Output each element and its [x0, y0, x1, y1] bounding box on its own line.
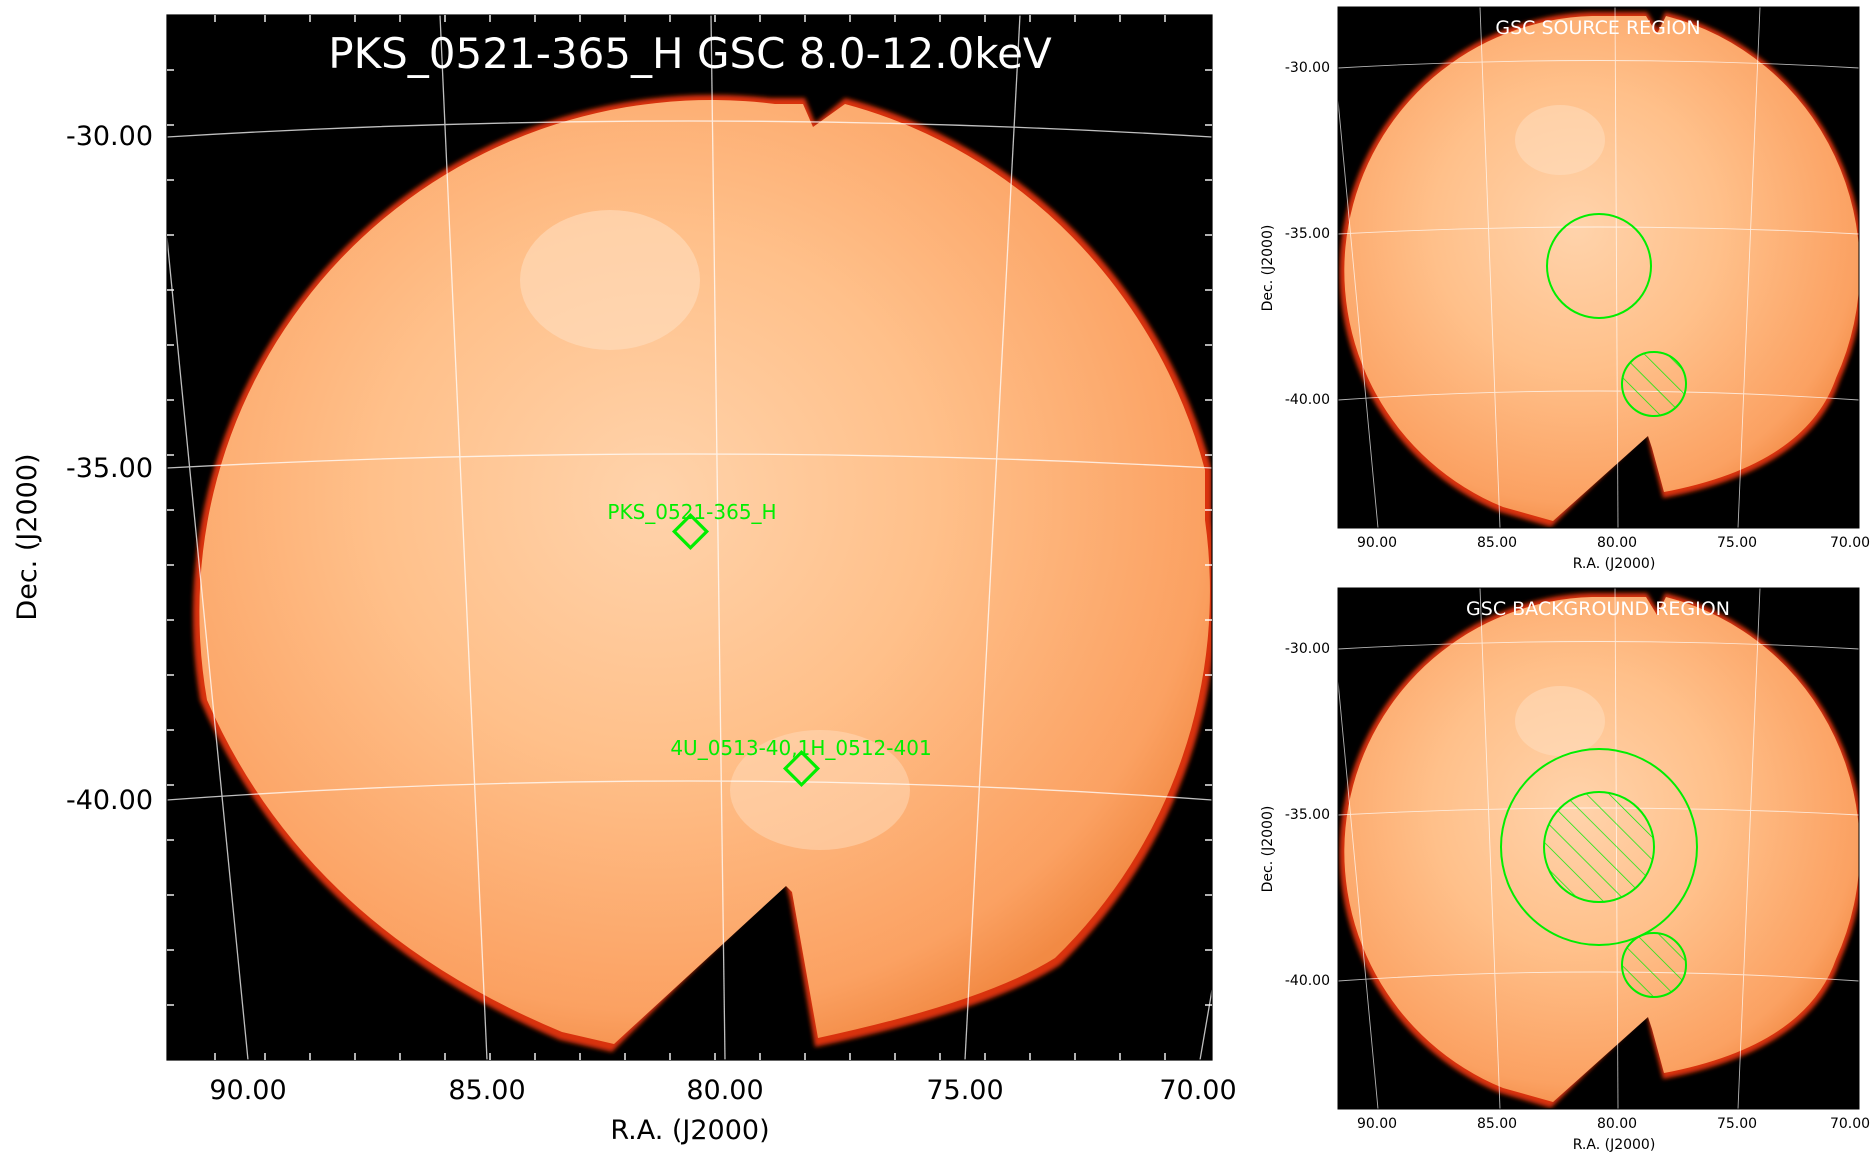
source-panel-y-tick: -35.00: [1285, 226, 1330, 242]
source-panel-frame: [1337, 6, 1860, 529]
background-excluded-4u-hatched: [1621, 932, 1687, 998]
background-panel-y-axis-label: Dec. (J2000): [1260, 806, 1276, 893]
main-x-tick: 75.00: [926, 1075, 1003, 1106]
excluded-source-hatched-circle: [1621, 351, 1687, 417]
background-panel-x-tick: 85.00: [1477, 1116, 1517, 1132]
main-bright-patch-north: [520, 210, 700, 350]
main-tick-marks: [167, 15, 1212, 1060]
background-panel-title: GSC BACKGROUND REGION: [1466, 598, 1730, 620]
source-label-pks: PKS_0521-365_H: [607, 500, 776, 524]
source-panel-title: GSC SOURCE REGION: [1495, 17, 1700, 39]
source-panel-x-tick: 75.00: [1717, 535, 1757, 551]
source-panel-coordinate-grid: [1338, 7, 1859, 528]
background-panel-y-tick: -35.00: [1285, 807, 1330, 823]
source-marker-4u: [782, 749, 821, 788]
main-x-tick: 85.00: [448, 1075, 525, 1106]
background-excluded-source-hatched: [1543, 791, 1655, 903]
main-y-tick: -35.00: [66, 453, 153, 484]
source-region-circle: [1546, 213, 1652, 319]
source-panel-fov: [1344, 16, 1859, 521]
background-annulus-outer: [1500, 748, 1698, 946]
source-region-panel: GSC SOURCE REGION 90.00 85.00 80.00 75.0…: [1260, 6, 1870, 572]
source-panel-x-tick: 90.00: [1357, 535, 1397, 551]
main-y-axis-label: Dec. (J2000): [12, 453, 43, 620]
background-panel-y-tick: -30.00: [1285, 641, 1330, 657]
background-panel-x-tick: 75.00: [1717, 1116, 1757, 1132]
source-panel-x-tick: 80.00: [1597, 535, 1637, 551]
background-panel-x-tick: 70.00: [1830, 1116, 1870, 1132]
background-panel-x-tick: 90.00: [1357, 1116, 1397, 1132]
main-x-axis-label: R.A. (J2000): [610, 1115, 769, 1146]
background-panel-y-tick: -40.00: [1285, 973, 1330, 989]
main-title: PKS_0521-365_H GSC 8.0-12.0keV: [328, 29, 1052, 78]
source-panel-bright-patch: [1515, 105, 1605, 175]
main-bright-patch-south: [730, 730, 910, 850]
main-x-tick: 90.00: [209, 1075, 286, 1106]
source-panel-x-axis-label: R.A. (J2000): [1573, 556, 1656, 572]
source-label-4u: 4U_0513-40,1H_0512-401: [670, 736, 931, 760]
main-y-tick: -40.00: [66, 785, 153, 816]
main-panel: PKS_0521-365_H 4U_0513-40,1H_0512-401 PK…: [12, 14, 1237, 1146]
source-panel-y-tick: -40.00: [1285, 392, 1330, 408]
background-panel-coordinate-grid: [1338, 588, 1859, 1109]
main-y-tick: -30.00: [66, 121, 153, 152]
main-x-tick: 70.00: [1159, 1075, 1236, 1106]
source-panel-x-tick: 70.00: [1830, 535, 1870, 551]
source-marker-pks: [671, 512, 710, 551]
background-panel-x-tick: 80.00: [1597, 1116, 1637, 1132]
main-image-frame: [166, 14, 1213, 1061]
background-panel-x-axis-label: R.A. (J2000): [1573, 1137, 1656, 1153]
source-panel-x-tick: 85.00: [1477, 535, 1517, 551]
source-panel-y-tick: -30.00: [1285, 60, 1330, 76]
source-panel-y-axis-label: Dec. (J2000): [1260, 225, 1276, 312]
main-x-tick: 80.00: [686, 1075, 763, 1106]
main-coordinate-grid: [167, 15, 1212, 1060]
background-region-panel: GSC BACKGROUND REGION 90.00 85.00 80.00 …: [1260, 587, 1870, 1153]
background-panel-frame: [1337, 587, 1860, 1110]
background-panel-bright-patch: [1515, 686, 1605, 756]
main-fov: [199, 100, 1210, 1044]
